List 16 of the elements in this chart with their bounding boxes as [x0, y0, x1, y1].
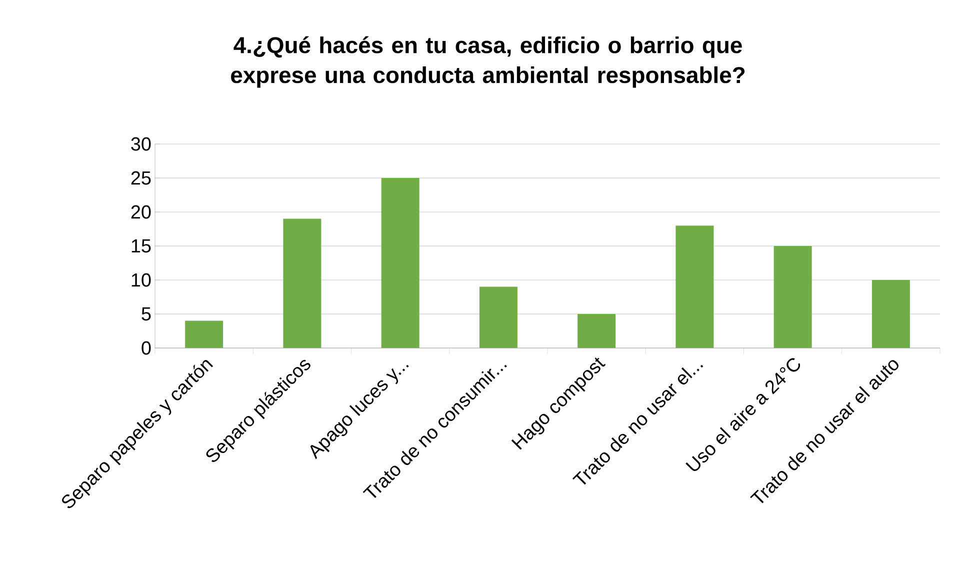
y-tick-label: 15: [132, 239, 151, 253]
bar: [578, 314, 616, 348]
bar: [676, 226, 714, 348]
bar: [283, 218, 322, 348]
bar: [479, 286, 518, 348]
bar: [872, 280, 910, 348]
y-tick-label: 25: [131, 171, 151, 185]
y-tick-label: 0: [142, 341, 151, 355]
bar: [381, 178, 420, 348]
y-tick-label: 10: [132, 273, 151, 287]
y-tick-label: 20: [131, 205, 151, 219]
chart-title: 4.¿Qué hacés en tu casa, edificio o barrio que exprese una conducta ambiental responsable?: [231, 36, 745, 88]
bar: [185, 320, 224, 348]
y-tick-label: 5: [142, 307, 151, 321]
y-tick-label: 30: [131, 137, 151, 151]
bar: [774, 246, 812, 348]
